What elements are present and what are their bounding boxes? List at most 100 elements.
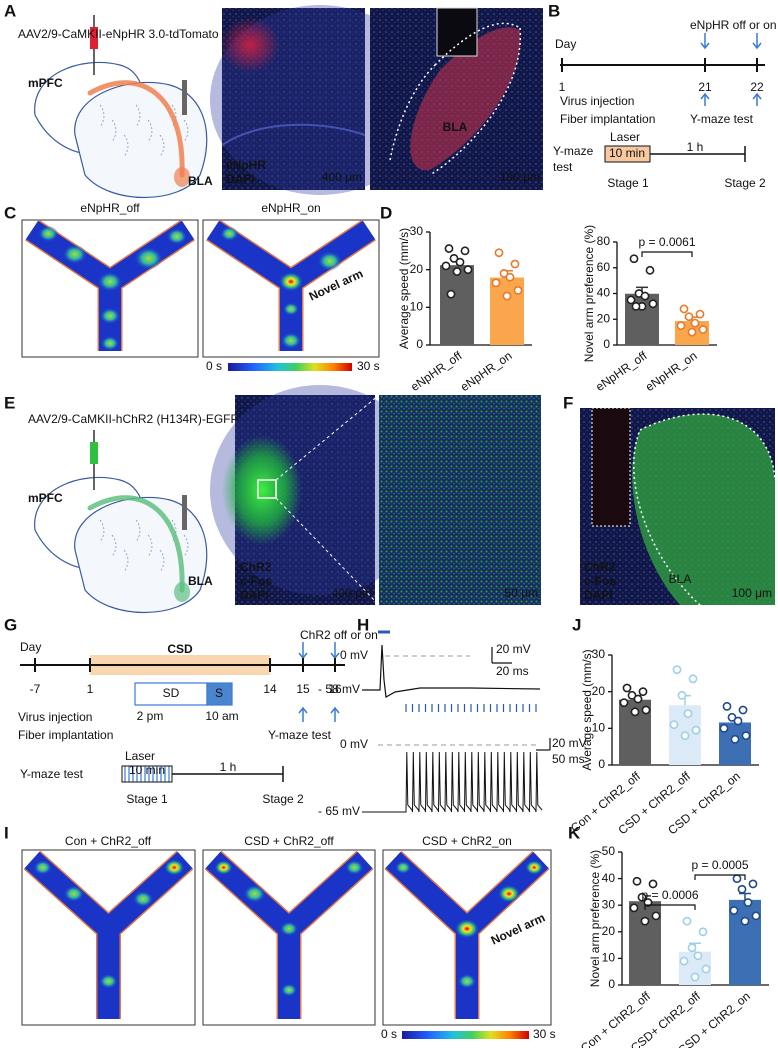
label: Fiber implantation [18,728,113,742]
data-point [502,291,512,301]
label: - 65 mV [318,804,360,818]
label: DAPI [226,172,255,186]
label: 14 [263,682,277,696]
label: Y-maze [553,144,594,158]
fiber [182,495,187,530]
heat-spot [458,974,476,989]
label: 21 [698,80,712,94]
label: c-Fos [584,574,616,588]
panel-label: H [357,615,369,634]
panel-label: C [4,203,16,222]
label: 2 pm [137,709,164,723]
bla-site [174,167,190,187]
data-point [619,698,629,708]
label: 10 min [129,763,165,777]
heat-spot [63,885,84,902]
label: 22 [750,80,764,94]
y-tick-label: 30 [602,897,616,911]
data-point [751,911,761,921]
label: -7 [30,682,41,696]
heat-spot [166,228,187,245]
label: AAV2/9-CaMKII-eNpHR 3.0-tdTomato [18,27,219,41]
data-point [680,731,690,741]
data-point [452,267,462,276]
data-point [645,265,655,275]
data-point [740,916,750,926]
data-point [738,705,748,715]
label: mPFC [28,491,63,505]
label: BLA [188,174,213,188]
label: CSD + ChR2_off [244,834,334,848]
bla-area [632,414,775,605]
heat-spot [33,860,52,875]
arrow-head [700,92,710,100]
data-point [643,898,653,907]
data-point [513,285,523,295]
y-tick-label: 10 [410,300,424,314]
data-point [638,687,648,697]
data-point [632,876,642,886]
label: Fiber implantation [560,112,655,126]
brain-detail [111,534,117,558]
data-point [460,246,470,256]
panel-label: I [4,823,9,842]
p-value: p = 0.0005 [691,858,748,872]
data-point [622,683,632,693]
data-point [733,716,743,726]
label: 1 h [687,140,704,154]
heat-spot [38,225,59,242]
label: 100 μm [732,586,772,600]
brain-detail [171,104,177,128]
data-point [505,272,515,282]
label: ChR2 off or on [300,628,378,642]
data-point [676,321,686,331]
label: DAPI [240,588,269,602]
label: DAPI [584,588,613,602]
syringe [90,442,98,464]
heat-spot [281,332,301,349]
y-axis-label: Average speed (mm/s) [580,649,594,770]
label: eNpHR_on [261,201,320,215]
line [275,395,379,481]
panel-label: E [4,393,15,412]
y-axis-label: Novel arm preference (%) [588,850,602,987]
data-point [688,674,698,684]
panel-label: A [4,1,16,20]
projection [87,495,185,593]
data-point [679,956,689,966]
colorbar [228,363,352,371]
heat-spot [395,861,412,874]
heat-spot [279,272,303,292]
trace [362,751,543,813]
label: 50 ms [552,752,585,766]
arrow-head [330,706,340,714]
significance-bracket [644,904,696,910]
x-tick-label: eNpHR_off [593,348,650,394]
data-point [679,304,689,314]
fiber [182,80,187,115]
y-tick-label: 20 [597,311,611,325]
data-point [732,874,742,883]
data-point [648,299,658,309]
label: Stage 2 [262,792,304,806]
label: Y-maze test [20,767,84,781]
data-point [669,720,679,730]
data-point [633,694,643,704]
roi [257,479,277,499]
s-box [206,682,233,706]
y-tick-label: 10 [602,951,616,965]
label: 1 [87,682,94,696]
data-point [690,318,700,328]
label: Day [555,37,576,51]
heat-spot [455,919,479,939]
label: - 58 mV [318,682,360,696]
x-tick-label: eNpHR_off [408,348,465,394]
y-tick-label: 30 [592,647,606,661]
label: mPFC [28,76,63,90]
brain-outline [74,81,208,198]
heat-spot [101,336,119,351]
heat-spot [280,921,298,936]
label: BLA [669,572,692,586]
heat-spot [133,891,154,907]
data-point [629,903,639,913]
